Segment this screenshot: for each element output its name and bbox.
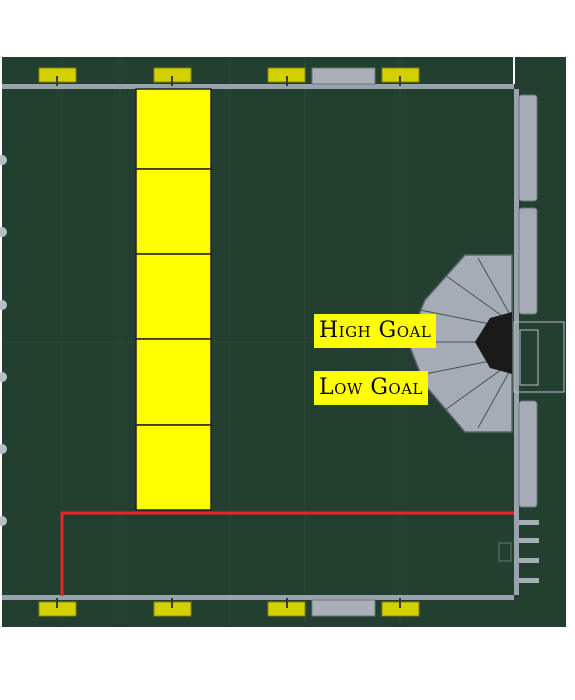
right-panel-1: [518, 94, 538, 202]
yellow-zone-cell: [135, 253, 212, 340]
yellow-zone-cell: [135, 88, 212, 170]
yellow-zone-cell: [135, 424, 212, 511]
yellow-zone-cell: [135, 168, 212, 255]
wall-knob: [0, 516, 7, 526]
top-rail: [2, 84, 516, 89]
right-step-4: [519, 578, 539, 583]
right-wall: [498, 57, 566, 627]
goal-opening: [475, 312, 512, 374]
wall-knob: [0, 155, 7, 165]
bottom-gray-block: [311, 599, 376, 617]
right-panel-3: [518, 400, 538, 508]
goal-structure: [407, 254, 513, 433]
right-panel-2: [518, 207, 538, 315]
top-gray-block: [311, 67, 376, 85]
right-step-1: [519, 520, 539, 525]
top-plates: [38, 67, 420, 86]
bottom-plates: [38, 598, 420, 617]
wall-knob: [0, 227, 7, 237]
wall-knob: [0, 444, 7, 454]
wall-knob: [0, 300, 7, 310]
yellow-zone-cell: [135, 338, 212, 426]
high-goal-label: High Goal: [314, 314, 437, 348]
red-route: [60, 511, 514, 596]
right-step-3: [519, 558, 539, 563]
bottom-rail: [2, 595, 516, 600]
left-wall-knobs: [0, 155, 7, 526]
yellow-zone-column: [135, 88, 212, 511]
right-step-2: [519, 538, 539, 543]
wall-knob: [0, 372, 7, 382]
right-rail: [514, 89, 519, 595]
low-goal-label: Low Goal: [314, 371, 428, 405]
